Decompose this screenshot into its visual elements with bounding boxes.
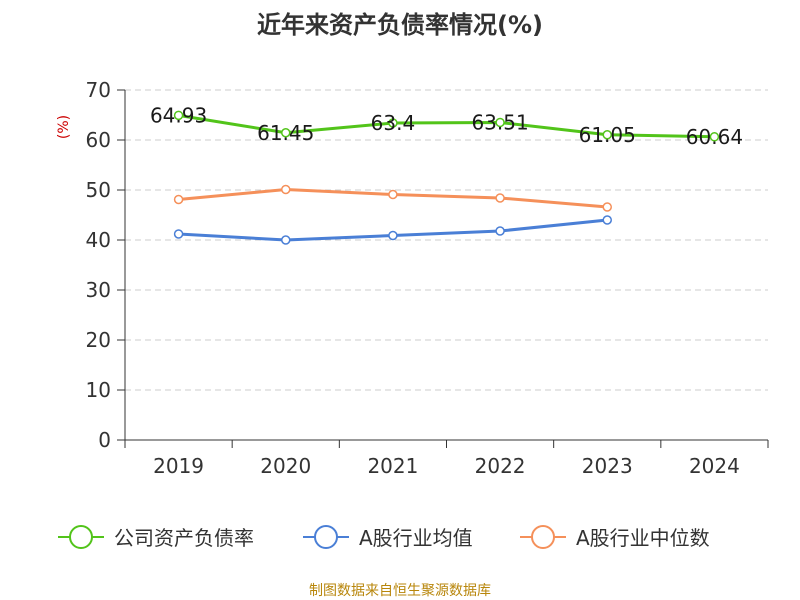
source-note: 制图数据来自恒生聚源数据库 [309,583,491,599]
data-point [388,230,398,241]
data-point [602,202,612,212]
series-1: 64.93 61.45 63.4 63.51 61.05 60.64 [150,103,743,148]
y-tick-label: 10 [86,378,111,402]
x-tick-label: 2021 [367,454,418,478]
x-tick-label: 2019 [153,454,204,478]
legend-item[interactable]: A股行业中位数 [520,525,710,550]
data-point [281,184,291,195]
y-axis-unit-label: (%) [56,115,72,139]
y-tick-label: 70 [86,78,111,102]
data-point [388,118,398,128]
data-point [495,226,505,236]
data-label: 63.4 [371,111,416,135]
legend-item[interactable]: 公司资产负债率 [58,525,254,550]
data-label: 64.93 [150,103,207,127]
data-point [173,194,184,205]
legend: 公司资产负债率 A股行业均值 A股行业中位数 [58,525,710,550]
x-tick-label: 2024 [689,454,740,478]
series-2 [173,215,612,245]
data-label: 61.45 [257,121,314,145]
data-label: 63.51 [471,110,528,134]
data-point [495,117,505,128]
y-tick-label: 20 [86,328,111,352]
y-tick-label: 50 [86,178,111,202]
axes: 0 10 20 30 40 50 60 70 2019 2020 2021 2022 2023 2024 [86,78,769,478]
y-tick-label: 0 [98,428,111,452]
data-point [173,229,184,239]
y-tick-label: 60 [86,128,111,152]
legend-label: A股行业中位数 [576,526,710,550]
x-tick-label: 2022 [475,454,526,478]
data-point [602,130,612,140]
data-point [388,189,398,200]
legend-label: A股行业均值 [359,526,473,550]
x-tick-label: 2020 [260,454,311,478]
legend-label: 公司资产负债率 [114,526,254,550]
legend-item[interactable]: A股行业均值 [303,525,473,550]
series-group: 64.93 61.45 63.4 63.51 61.05 60.64 [150,103,743,245]
series-line [178,113,715,139]
legend-swatch-marker [531,525,555,549]
data-point [495,193,505,203]
legend-swatch-marker [314,525,338,549]
data-label: 61.05 [579,123,636,147]
legend-swatch-marker [69,525,93,549]
data-point [709,132,720,142]
data-label: 60.64 [686,125,743,149]
y-tick-label: 40 [86,228,111,252]
series-3 [173,184,612,212]
y-tick-label: 30 [86,278,111,302]
chart-title: 近年来资产负债率情况(%) [257,11,543,39]
data-point [281,235,291,245]
data-point [281,128,291,138]
data-point [173,110,184,121]
grid-lines [125,89,768,391]
x-tick-label: 2023 [582,454,633,478]
data-point [602,215,612,225]
